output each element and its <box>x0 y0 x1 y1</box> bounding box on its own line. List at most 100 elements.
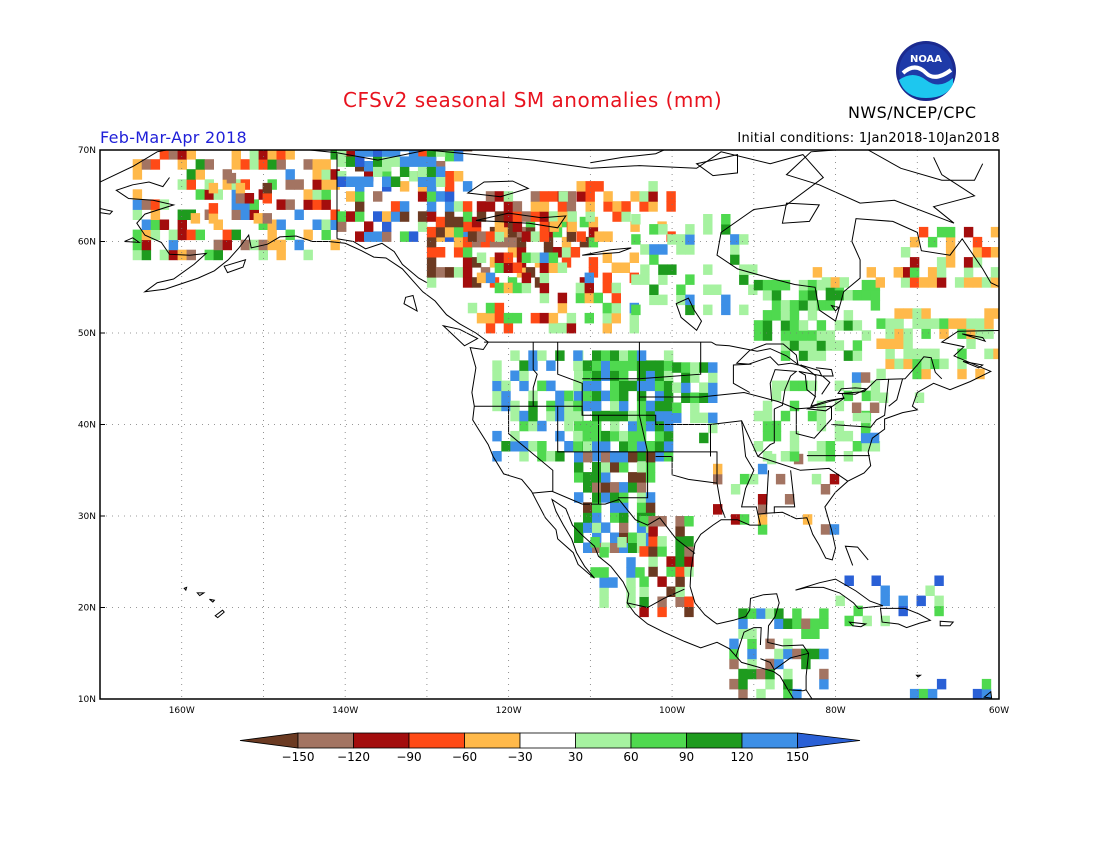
anomaly-cell <box>957 358 967 370</box>
anomaly-cell <box>583 430 593 442</box>
anomaly-cell <box>364 231 374 242</box>
anomaly-cell <box>521 282 532 294</box>
anomaly-cell <box>240 159 250 170</box>
anomaly-cell <box>599 597 609 608</box>
anomaly-cell <box>599 547 609 558</box>
anomaly-cell <box>658 224 668 235</box>
anomaly-cell <box>346 150 356 162</box>
anomaly-cell <box>444 171 455 182</box>
anomaly-cell <box>628 350 638 361</box>
anomaly-cell <box>993 348 999 360</box>
anomaly-cell <box>355 176 365 187</box>
anomaly-cell <box>876 318 886 329</box>
anomaly-cell <box>798 279 809 291</box>
anomaly-cell <box>564 441 574 452</box>
anomaly-cell <box>222 179 232 190</box>
anomaly-cell <box>453 267 464 278</box>
anomaly-cell <box>603 231 613 242</box>
anomaly-cell <box>249 239 259 251</box>
anomaly-cell <box>258 159 268 170</box>
anomaly-cell <box>570 247 581 258</box>
anomaly-cell <box>303 189 313 200</box>
colorbar-swatch <box>741 732 798 749</box>
anomaly-cell <box>825 300 836 311</box>
anomaly-cell <box>792 648 802 660</box>
state-line-al <box>765 470 769 514</box>
anomaly-cell <box>593 292 603 304</box>
anomaly-cell <box>675 526 685 537</box>
anomaly-cell <box>936 226 947 238</box>
anomaly-cell <box>807 330 818 341</box>
honduras-border <box>760 652 809 671</box>
anomaly-cell <box>408 150 419 157</box>
anomaly-cell <box>399 156 410 167</box>
anomaly-cell <box>667 234 677 245</box>
anomaly-cell <box>592 492 602 503</box>
anomaly-cell <box>262 193 272 204</box>
anomaly-cell <box>747 648 757 660</box>
anomaly-cell <box>771 290 782 301</box>
anomaly-cell <box>628 532 638 543</box>
anomaly-cell <box>663 360 674 371</box>
anomaly-cell <box>321 189 331 200</box>
anomaly-cell <box>530 312 541 324</box>
anomaly-cell <box>909 688 920 699</box>
anomaly-cell <box>966 338 976 349</box>
anomaly-cell <box>537 380 547 392</box>
anomaly-cell <box>861 330 872 341</box>
anomaly-cell <box>640 264 650 275</box>
anomaly-cell <box>258 249 268 261</box>
anomaly-cell <box>539 282 550 294</box>
anomaly-cell <box>860 422 871 434</box>
anomaly-cell <box>685 304 695 316</box>
anomaly-cell <box>177 179 187 190</box>
anomaly-cell <box>834 320 845 331</box>
anomaly-cell <box>476 211 487 222</box>
anomaly-cell <box>312 189 322 200</box>
anomaly-cell <box>825 330 836 341</box>
anomaly-cell <box>601 441 611 452</box>
anomaly-cell <box>453 216 464 228</box>
us-canada-border-east <box>711 341 943 408</box>
anomaly-cell <box>267 219 277 230</box>
anomaly-cell <box>539 231 550 242</box>
anomaly-cell <box>566 231 577 242</box>
anomaly-cell <box>739 304 749 316</box>
anomaly-cell <box>364 221 374 232</box>
anomaly-cell <box>681 392 691 403</box>
anomaly-cell <box>521 231 532 242</box>
anomaly-cell <box>453 171 464 182</box>
anomaly-cell <box>503 282 514 294</box>
anomaly-cell <box>730 254 740 265</box>
anomaly-cell <box>567 211 577 222</box>
anomaly-cell <box>588 236 599 248</box>
anomaly-cell <box>599 567 609 578</box>
anomaly-cell <box>601 482 611 493</box>
anomaly-cell <box>583 380 593 392</box>
anomaly-cell <box>426 150 437 157</box>
anomaly-cell <box>592 390 602 402</box>
colorbar-tick-label: 30 <box>568 750 583 764</box>
anomaly-cell <box>444 267 455 278</box>
anomaly-cell <box>649 284 659 295</box>
anomaly-cell <box>684 556 694 567</box>
anomaly-cell <box>512 282 523 294</box>
anomaly-cell <box>783 618 793 629</box>
anomaly-cell <box>628 542 638 553</box>
anomaly-cell <box>789 310 800 321</box>
anomaly-cell <box>861 390 872 402</box>
anomaly-cell <box>382 211 392 222</box>
anomaly-cell <box>816 400 827 412</box>
anomaly-cell <box>583 360 593 371</box>
anomaly-cell <box>972 236 983 248</box>
anomaly-cell <box>489 236 500 248</box>
anomaly-cell <box>337 221 347 232</box>
anomaly-cell <box>501 441 511 452</box>
anomaly-cell <box>762 279 773 291</box>
lon-tick-label: 100W <box>659 706 685 716</box>
anomaly-cell <box>972 257 983 268</box>
anomaly-cell <box>610 430 620 442</box>
anomaly-cell <box>592 430 602 442</box>
colorbar-tick-label: −90 <box>396 750 421 764</box>
anomaly-cell <box>417 156 428 167</box>
